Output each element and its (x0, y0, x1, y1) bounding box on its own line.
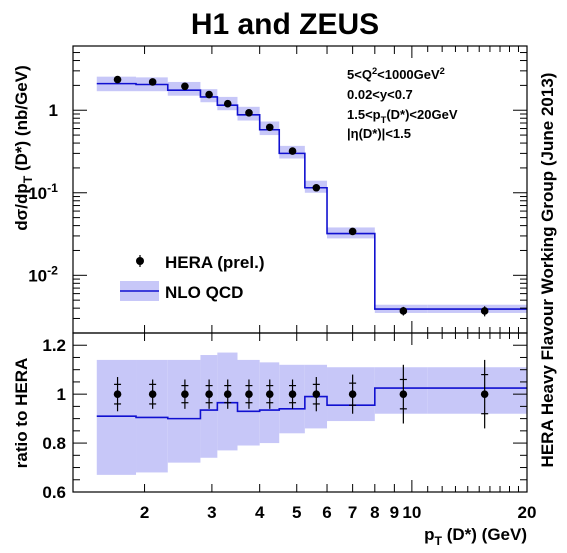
ratio-point-4 (205, 390, 213, 398)
ratio-nlo-line (96, 387, 527, 420)
xsec-point-9 (312, 183, 321, 192)
ratio-point-10 (348, 390, 357, 398)
ratio-point-6 (245, 390, 253, 398)
ratio-point-12 (480, 390, 489, 398)
x-tick-label-8: 8 (370, 503, 379, 522)
y-bot-tick-label-0.6: 0.6 (42, 483, 66, 502)
x-tick-label-9: 9 (390, 503, 399, 522)
annotation-pt: 1.5<pT(D*)<20GeV (347, 107, 458, 125)
x-tick-label-10: 10 (402, 503, 421, 522)
chart-title: H1 and ZEUS (191, 8, 379, 41)
xsec-point-1 (113, 75, 122, 84)
xsec-point-5 (223, 99, 232, 108)
y-top-tick-label-1e-1: 10-1 (28, 181, 58, 203)
ratio-point-8 (288, 390, 297, 398)
xsec-nlo-line (96, 82, 527, 310)
y-bot-tick-label-1.2: 1.2 (42, 336, 66, 355)
ratio-band-bin-11 (374, 367, 428, 414)
annotation-q2: 5<Q2<1000GeV2 (347, 66, 445, 82)
y-top-tick-label-1e-2: 10-2 (28, 264, 58, 286)
y-top-tick-label-1: 1 (49, 101, 58, 120)
bottom-panel-frame (72, 332, 528, 493)
ratio-point-11 (399, 390, 408, 398)
xsec-point-3 (181, 82, 189, 91)
ratio-point-9 (312, 390, 321, 398)
side-label: HERA Heavy Flavour Working Group (June 2… (538, 73, 557, 468)
x-tick-label-5: 5 (292, 503, 301, 522)
y-bot-tick-label-1: 1 (57, 385, 66, 404)
y-axis-label-top: dσ/dpT (D*) (nb/GeV) (12, 65, 35, 231)
ratio-point-3 (181, 390, 189, 398)
ratio-point-1 (113, 390, 122, 398)
xsec-point-12 (480, 307, 489, 315)
xsec-point-6 (245, 109, 253, 117)
x-tick-label-6: 6 (322, 503, 331, 522)
ratio-band-bin-2 (136, 359, 168, 473)
x-tick-label-2: 2 (140, 503, 149, 522)
legend-nlo-label: NLO QCD (165, 283, 243, 302)
annotation-y: 0.02<y<0.7 (347, 87, 413, 102)
ratio-band-bin-3 (167, 359, 201, 463)
xsec-point-8 (288, 147, 297, 155)
ratio-band-bin-12 (427, 367, 527, 414)
x-tick-label-3: 3 (207, 503, 216, 522)
xsec-point-11 (399, 307, 408, 315)
ratio-point-2 (148, 390, 157, 398)
x-tick-label-4: 4 (255, 503, 265, 522)
xsec-point-2 (148, 78, 157, 86)
ratio-point-7 (265, 390, 274, 398)
y-bot-tick-label-0.8: 0.8 (42, 434, 66, 453)
xsec-point-7 (265, 123, 274, 132)
ratio-point-5 (223, 390, 232, 398)
xsec-point-10 (348, 227, 357, 236)
legend-hera-label: HERA (prel.) (165, 253, 265, 272)
y-axis-label-bottom: ratio to HERA (12, 358, 31, 469)
x-tick-label-7: 7 (348, 503, 357, 522)
x-axis-label: pT (D*) (GeV) (424, 525, 527, 548)
ratio-band-bin-1 (96, 359, 137, 475)
x-tick-label-20: 20 (518, 503, 537, 522)
xsec-point-4 (205, 90, 213, 99)
annotation-eta: |η(D*)|<1.5 (347, 126, 411, 141)
